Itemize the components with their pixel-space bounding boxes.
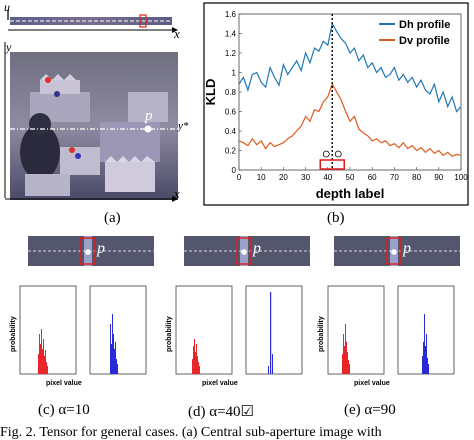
panel-c: p probability pixel value (c) α=10 xyxy=(0,232,158,424)
histogram-red xyxy=(327,285,385,375)
hist-ylabel: probability xyxy=(166,316,173,352)
legend-label: Dh profile xyxy=(399,19,450,31)
histogram-blue xyxy=(397,285,455,375)
crop-p-label: p xyxy=(253,240,261,257)
x-tick-label: 0 xyxy=(237,173,242,182)
y-tick-label: 0.8 xyxy=(225,88,237,97)
epi-strip xyxy=(7,10,178,33)
y-axis-label: KLD xyxy=(203,79,218,106)
panel-a: u x y xyxy=(0,0,205,228)
epi-crop xyxy=(334,236,460,266)
kld-chart: 0 0.2 0.4 0.6 0.8 1 1.2 1.4 1.6 0 10 20 30 40 50 60 70 80… xyxy=(203,2,469,206)
y-tick-label: 1 xyxy=(232,69,237,78)
panel-e: p probability pixel value (e) α=90 xyxy=(316,232,474,424)
chart-frame xyxy=(203,2,469,206)
crop-p-label: p xyxy=(403,240,411,257)
histogram-red xyxy=(175,285,233,375)
figure-caption: Fig. 2. Tensor for general cases. (a) Ce… xyxy=(0,425,382,440)
x-tick-label: 80 xyxy=(412,173,421,182)
hist-xlabel: pixel value xyxy=(46,380,82,387)
crop-p-label: p xyxy=(97,240,105,257)
caption-d: (d) α=40☑ xyxy=(188,404,255,420)
y-tick-label: 0.6 xyxy=(225,108,237,117)
y-tick-label: 1.6 xyxy=(225,10,237,19)
hist-xlabel: pixel value xyxy=(202,380,238,387)
x-tick-label: 60 xyxy=(368,173,377,182)
depth-marker-dot xyxy=(334,150,342,158)
series-line-dh xyxy=(238,22,462,113)
y-tick-label: 0 xyxy=(232,166,237,175)
ystar-label: y* xyxy=(178,120,189,132)
point-p-label: p xyxy=(145,108,153,124)
histogram-blue xyxy=(245,285,303,375)
x-tick-label: 40 xyxy=(323,173,332,182)
legend-label: Dv profile xyxy=(399,35,450,47)
plot-area xyxy=(238,13,462,171)
y-tick-label: 1.4 xyxy=(225,30,237,39)
y-tick-label: 0.4 xyxy=(225,127,237,136)
x-tick-label: 50 xyxy=(346,173,355,182)
y-tick-label: 0.2 xyxy=(225,147,237,156)
x-tick-label: 70 xyxy=(390,173,399,182)
y-axis-arrow xyxy=(4,42,6,198)
histogram-blue xyxy=(89,285,147,375)
x-tick-label: 30 xyxy=(301,173,310,182)
caption-b: (b) xyxy=(327,210,345,226)
caption-a: (a) xyxy=(104,210,121,226)
epi-crop xyxy=(184,236,310,266)
panel-d: p probability pixel value (d) α=40☑ xyxy=(158,232,316,424)
x-tick-label: 90 xyxy=(434,173,443,182)
axis-label-y: y xyxy=(6,40,12,54)
x-axis-label: depth label xyxy=(316,186,385,201)
epi-crop xyxy=(28,236,154,266)
series-line-dv xyxy=(238,82,462,157)
panel-b: 0 0.2 0.4 0.6 0.8 1 1.2 1.4 1.6 0 10 20 30 40 50 60 70 80… xyxy=(203,0,471,228)
x-tick-label: 100 xyxy=(454,173,468,182)
hist-ylabel: probability xyxy=(318,316,325,352)
depth-range-bracket xyxy=(319,159,345,170)
scene-image xyxy=(10,52,178,200)
depth-marker-dot xyxy=(322,150,330,158)
axis-label-u: u xyxy=(4,0,10,14)
hist-ylabel: probability xyxy=(10,316,17,352)
axis-label-x-bottom: x xyxy=(174,186,180,201)
x-axis-bottom xyxy=(5,196,178,202)
x-tick-label: 20 xyxy=(279,173,288,182)
y-tick-label: 1.2 xyxy=(225,49,237,58)
axis-label-x-top: x xyxy=(174,26,180,41)
caption-c: (c) α=10 xyxy=(38,402,90,418)
histogram-red xyxy=(19,285,77,375)
x-tick-label: 10 xyxy=(257,173,266,182)
caption-e: (e) α=90 xyxy=(344,402,396,418)
hist-xlabel: pixel value xyxy=(354,380,390,387)
